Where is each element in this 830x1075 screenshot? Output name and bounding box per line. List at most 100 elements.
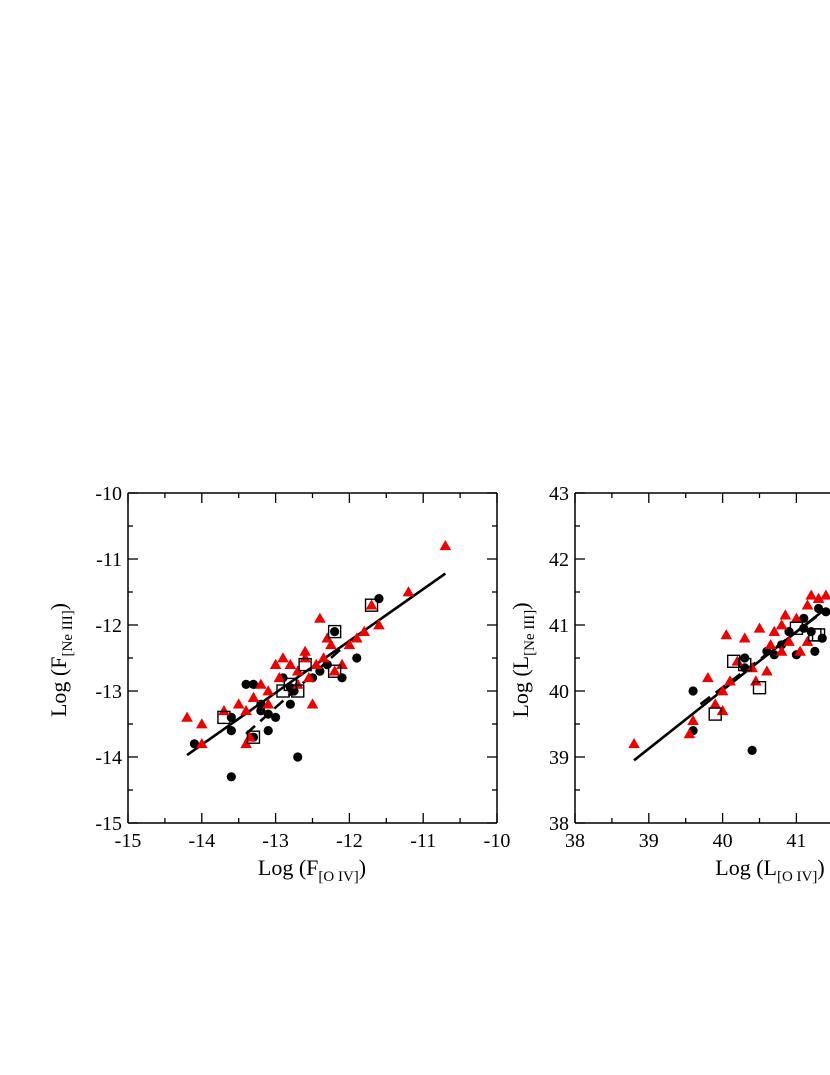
x-tick-label: 39 (639, 830, 659, 852)
x-tick-label: -13 (262, 830, 289, 852)
triangle-point (687, 714, 699, 726)
triangle-point (801, 599, 814, 610)
triangle-point (768, 625, 781, 636)
right-x-axis-title: Log (L[O IV]) (715, 855, 824, 885)
triangle-point (328, 665, 341, 676)
circle-point (285, 699, 295, 709)
circle-point (263, 726, 273, 736)
triangle-point (764, 639, 777, 650)
triangle-point (269, 658, 282, 669)
triangle-point (299, 652, 311, 663)
y-tick-label: 38 (549, 813, 569, 835)
x-tick-label: -10 (484, 830, 511, 852)
triangle-point (299, 645, 311, 656)
square-point (726, 654, 741, 668)
triangle-point (181, 711, 193, 722)
triangle-point (240, 738, 252, 749)
triangle-point (247, 691, 260, 702)
circle-point (271, 712, 281, 723)
triangle-point (716, 705, 729, 716)
x-tick-label: 41 (786, 830, 806, 852)
y-tick-label: -13 (95, 681, 122, 703)
triangle-point (277, 652, 289, 663)
triangle-point (716, 685, 729, 696)
triangle-point (702, 672, 714, 683)
left-y-axis-title: Log (F[Ne III]) (46, 603, 76, 717)
triangle-point (720, 629, 733, 640)
triangle-point (724, 675, 736, 686)
triangle-point (439, 540, 452, 551)
triangle-point (779, 609, 792, 620)
triangle-point (801, 635, 814, 646)
circle-point (374, 594, 384, 604)
triangle-point (628, 738, 640, 749)
triangle-point (761, 665, 773, 676)
square-point (738, 657, 752, 672)
triangle-point (314, 612, 326, 623)
triangle-point (790, 612, 803, 623)
x-tick-label: 40 (713, 830, 733, 852)
y-tick-label: -12 (95, 615, 122, 637)
circle-point (189, 739, 200, 749)
triangle-point (232, 698, 245, 709)
triangle-point (284, 658, 297, 669)
triangle-point (273, 672, 286, 683)
triangle-point (336, 658, 348, 669)
square-point (291, 684, 305, 698)
circle-point (293, 752, 303, 762)
triangle-point (240, 705, 252, 716)
y-tick-label: 40 (549, 681, 569, 703)
triangle-point (365, 599, 378, 610)
circle-point (241, 679, 251, 690)
right-y-axis-title: Log (L[Ne III]) (508, 602, 538, 717)
y-tick-label: 42 (549, 549, 569, 571)
y-tick-label: 39 (549, 747, 569, 769)
triangle-point (709, 698, 722, 709)
circle-point (777, 640, 787, 650)
circle-point (813, 603, 824, 614)
circle-point (821, 607, 830, 617)
triangle-point (753, 622, 766, 633)
triangle-point (291, 665, 304, 676)
square-point (364, 598, 379, 612)
y-tick-label: 43 (549, 483, 569, 505)
triangle-point (746, 662, 758, 673)
triangle-point (683, 728, 696, 739)
square-point (811, 628, 826, 642)
square-point (298, 657, 312, 672)
triangle-point (196, 718, 208, 729)
circle-point (769, 650, 779, 660)
triangle-point (805, 589, 817, 600)
square-point (327, 624, 342, 639)
left-x-axis-title: Log (F[O IV]) (258, 855, 366, 885)
triangle-point (783, 635, 795, 646)
dashed-fit-line (699, 614, 820, 706)
triangle-point (317, 652, 330, 663)
circle-point (330, 627, 340, 637)
square-point (217, 710, 231, 725)
circle-point (799, 623, 809, 633)
triangle-point (325, 639, 337, 650)
triangle-point (775, 619, 788, 630)
circle-point (263, 709, 273, 719)
y-tick-label: 41 (549, 615, 569, 637)
triangle-point (820, 589, 830, 600)
plot-area (181, 540, 452, 782)
x-tick-label: -14 (188, 830, 215, 852)
square-point (708, 707, 722, 721)
triangle-point (812, 592, 825, 603)
triangle-point (255, 678, 267, 689)
y-tick-label: -14 (95, 747, 122, 769)
triangle-point (262, 698, 275, 709)
triangle-point (310, 658, 322, 669)
circle-point (747, 745, 757, 756)
circle-point (688, 686, 698, 696)
circle-point (248, 679, 259, 690)
triangle-point (306, 698, 319, 709)
circle-point (810, 646, 820, 657)
square-point (789, 621, 804, 635)
triangle-point (373, 619, 385, 630)
x-tick-label: -11 (410, 830, 436, 852)
triangle-point (303, 672, 315, 683)
